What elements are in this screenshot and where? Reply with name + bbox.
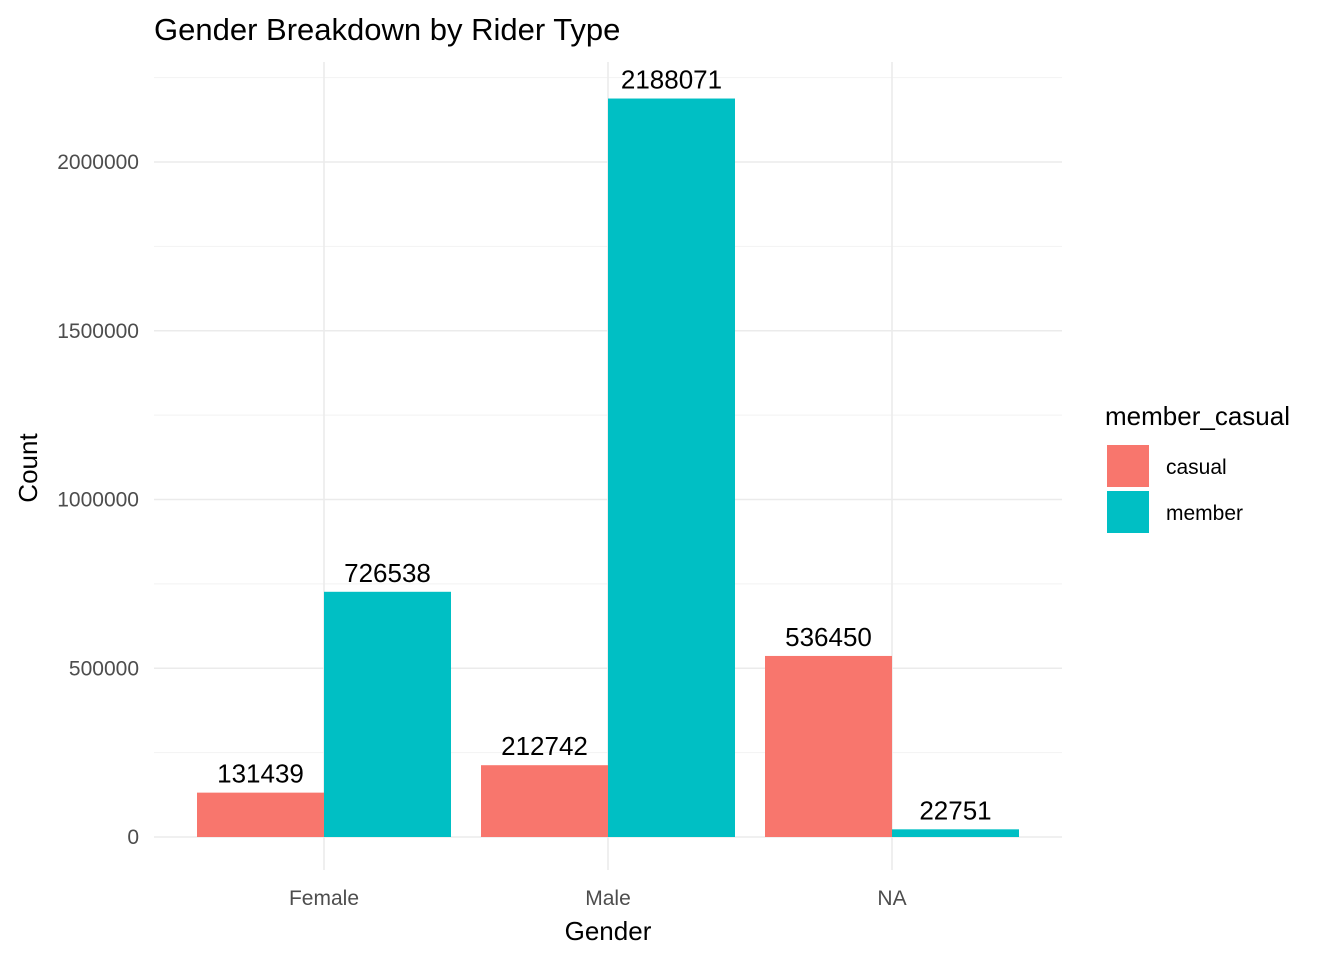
bar-casual-male	[481, 765, 608, 837]
y-tick-label: 1500000	[57, 320, 139, 343]
bar-member-na	[892, 829, 1019, 837]
y-axis-ticks: 0 500000 1000000 1500000 2000000	[57, 151, 139, 849]
bar-casual-na	[765, 655, 892, 837]
bars	[197, 98, 1019, 837]
x-axis-ticks: Female Male NA	[289, 887, 907, 910]
data-label: 131439	[217, 759, 304, 789]
data-label: 726538	[344, 558, 431, 588]
legend-key-member	[1107, 491, 1149, 533]
legend-title: member_casual	[1105, 401, 1290, 431]
chart-title: Gender Breakdown by Rider Type	[154, 12, 620, 47]
legend-key-casual	[1107, 445, 1149, 487]
x-tick-label: NA	[877, 887, 906, 910]
data-labels: 131439 212742 536450 726538 2188071 22751	[217, 65, 992, 826]
x-tick-label: Male	[585, 887, 631, 910]
legend-label-member: member	[1166, 502, 1243, 525]
y-axis-title: Count	[13, 433, 43, 503]
y-tick-label: 500000	[69, 657, 139, 680]
y-tick-label: 1000000	[57, 489, 139, 512]
legend-items: casual member	[1107, 445, 1243, 533]
x-tick-label: Female	[289, 887, 359, 910]
data-label: 212742	[501, 731, 588, 761]
bar-casual-female	[197, 792, 324, 837]
y-tick-label: 0	[127, 826, 139, 849]
legend-label-casual: casual	[1166, 456, 1227, 479]
data-label: 536450	[785, 622, 872, 652]
y-tick-label: 2000000	[57, 151, 139, 174]
data-label: 22751	[919, 795, 991, 825]
x-axis-title: Gender	[565, 916, 652, 946]
bar-member-male	[608, 98, 735, 837]
data-label: 2188071	[621, 65, 722, 95]
legend: member_casual casual member	[1105, 401, 1290, 533]
bar-member-female	[324, 591, 451, 837]
